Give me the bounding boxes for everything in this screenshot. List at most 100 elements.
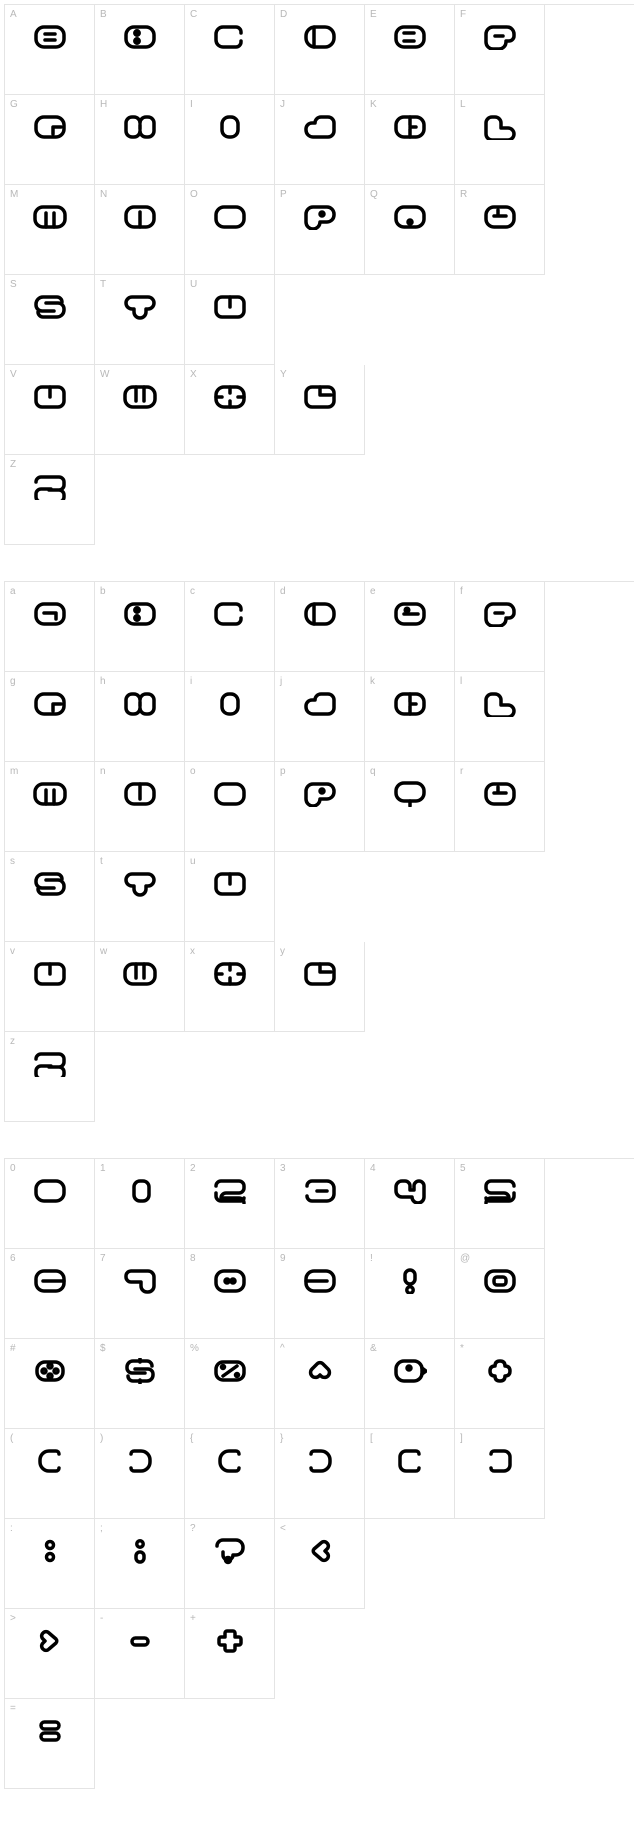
glyph-label: 7 (100, 1253, 106, 1264)
glyph-W-icon (123, 383, 157, 411)
glyph-cell: Z (5, 455, 95, 545)
glyph-label: - (100, 1613, 103, 1624)
glyph-label: 3 (280, 1163, 286, 1174)
glyph-label: ) (100, 1433, 103, 1444)
lowercase-section: abcdefghijklmnopqrstuvwxyz (4, 581, 636, 1122)
glyph-label: : (10, 1523, 13, 1534)
glyph-label: G (10, 99, 18, 110)
glyph-cell: ? (185, 1519, 275, 1609)
glyph-cell: a (5, 582, 95, 672)
glyph-gt-icon (33, 1627, 67, 1655)
glyph-cell: = (5, 1699, 95, 1789)
glyph-cell: 4 (365, 1159, 455, 1249)
glyph-label: C (190, 9, 197, 20)
glyph-label: T (100, 279, 106, 290)
glyph-rparen-icon (123, 1447, 157, 1475)
glyph-cell: 6 (5, 1249, 95, 1339)
glyph-cell: E (365, 5, 455, 95)
glyph-excl-icon (393, 1267, 427, 1295)
glyph-eq-icon (33, 1717, 67, 1745)
glyph-d-icon (303, 600, 337, 628)
glyph-label: ( (10, 1433, 13, 1444)
glyph-cell: Q (365, 185, 455, 275)
glyph-cell: U (185, 275, 275, 365)
glyph-label: h (100, 676, 106, 687)
glyph-label: L (460, 99, 466, 110)
glyph-label: > (10, 1613, 16, 1624)
glyph-cell: 7 (95, 1249, 185, 1339)
glyph-label: a (10, 586, 16, 597)
glyph-cell: T (95, 275, 185, 365)
glyph-lbrace-icon (213, 1447, 247, 1475)
glyph-b-icon (123, 600, 157, 628)
glyph-label: k (370, 676, 375, 687)
glyph-x-icon (213, 960, 247, 988)
glyph-label: H (100, 99, 107, 110)
glyph-amp-icon (393, 1357, 427, 1385)
glyph-r-icon (483, 780, 517, 808)
glyph-2-icon (213, 1177, 247, 1205)
glyph-Q-icon (393, 203, 427, 231)
glyph-percent-icon (213, 1357, 247, 1385)
glyph-cell: V (5, 365, 95, 455)
lowercase-grid: abcdefghijklmnopqrstu (4, 581, 634, 942)
glyph-D-icon (303, 23, 337, 51)
glyph-label: K (370, 99, 377, 110)
symbols-section: 0123456789!@#$%^&*(){}[]:;?<>-+= (4, 1158, 636, 1789)
glyph-label: r (460, 766, 463, 777)
glyph-cell: * (455, 1339, 545, 1429)
glyph-m-icon (33, 780, 67, 808)
glyph-cell: v (5, 942, 95, 1032)
symbols-grid: 0123456789!@#$%^&*(){}[]:;?< (4, 1158, 634, 1609)
glyph-label: D (280, 9, 287, 20)
glyph-cell: { (185, 1429, 275, 1519)
glyph-cell: f (455, 582, 545, 672)
glyph-l-icon (483, 690, 517, 718)
glyph-label: F (460, 9, 466, 20)
glyph-cell: h (95, 672, 185, 762)
glyph-cell: q (365, 762, 455, 852)
glyph-J-icon (303, 113, 337, 141)
glyph-T-icon (123, 293, 157, 321)
glyph-B-icon (123, 23, 157, 51)
glyph-X-icon (213, 383, 247, 411)
glyph-cell: b (95, 582, 185, 672)
glyph-cell: D (275, 5, 365, 95)
glyph-rbracket-icon (483, 1447, 517, 1475)
glyph-label: z (10, 1036, 15, 1047)
glyph-v-icon (33, 960, 67, 988)
glyph-label: W (100, 369, 109, 380)
glyph-H-icon (123, 113, 157, 141)
glyph-t-icon (123, 870, 157, 898)
glyph-cell: k (365, 672, 455, 762)
glyph-label: ] (460, 1433, 463, 1444)
glyph-U-icon (213, 293, 247, 321)
glyph-lt-icon (303, 1537, 337, 1565)
glyph-label: g (10, 676, 16, 687)
glyph-label: Q (370, 189, 378, 200)
glyph-hash-icon (33, 1357, 67, 1385)
glyph-label: S (10, 279, 17, 290)
glyph-M-icon (33, 203, 67, 231)
glyph-cell: n (95, 762, 185, 852)
glyph-label: A (10, 9, 17, 20)
lowercase-grid-tail: vwxyz (4, 942, 454, 1122)
glyph-label: { (190, 1433, 193, 1444)
glyph-q-icon (393, 780, 427, 808)
glyph-label: X (190, 369, 197, 380)
glyph-dollar-icon (123, 1357, 157, 1385)
glyph-label: i (190, 676, 192, 687)
glyph-cell: C (185, 5, 275, 95)
glyph-label: f (460, 586, 463, 597)
glyph-label: e (370, 586, 376, 597)
glyph-label: V (10, 369, 17, 380)
glyph-cell: B (95, 5, 185, 95)
glyph-label: x (190, 946, 195, 957)
glyph-cell: } (275, 1429, 365, 1519)
glyph-cell: 9 (275, 1249, 365, 1339)
glyph-cell: e (365, 582, 455, 672)
glyph-cell: 2 (185, 1159, 275, 1249)
glyph-n-icon (123, 780, 157, 808)
glyph-label: Z (10, 459, 16, 470)
glyph-lparen-icon (33, 1447, 67, 1475)
